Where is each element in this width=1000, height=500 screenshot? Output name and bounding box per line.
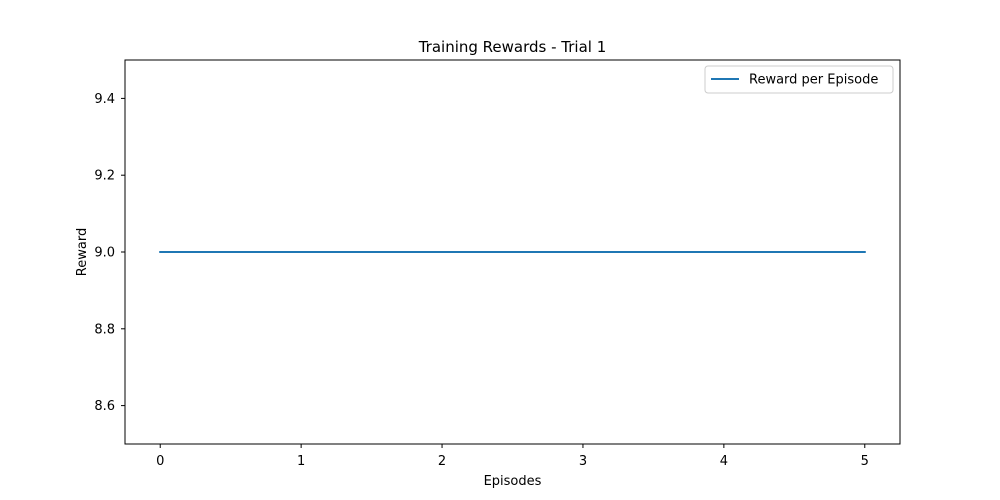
x-tick-label: 1	[297, 454, 305, 469]
x-axis-label: Episodes	[484, 474, 542, 489]
legend-label: Reward per Episode	[749, 73, 878, 88]
x-tick-label: 0	[156, 454, 164, 469]
y-axis: 8.6 8.8 9.0 9.2 9.4	[94, 92, 125, 414]
x-axis: 0 1 2 3 4 5	[156, 444, 869, 469]
chart-title: Training Rewards - Trial 1	[418, 38, 607, 56]
x-tick-label: 3	[579, 454, 587, 469]
y-tick-label: 8.6	[94, 399, 115, 414]
y-axis-label: Reward	[75, 228, 90, 276]
y-tick-label: 9.4	[94, 92, 115, 107]
x-tick-label: 5	[861, 454, 869, 469]
x-tick-label: 2	[438, 454, 446, 469]
x-tick-label: 4	[720, 454, 728, 469]
y-tick-label: 9.0	[94, 246, 115, 261]
legend: Reward per Episode	[704, 65, 894, 94]
y-tick-label: 8.8	[94, 322, 115, 337]
y-tick-label: 9.2	[94, 169, 115, 184]
legend-box	[704, 65, 894, 94]
